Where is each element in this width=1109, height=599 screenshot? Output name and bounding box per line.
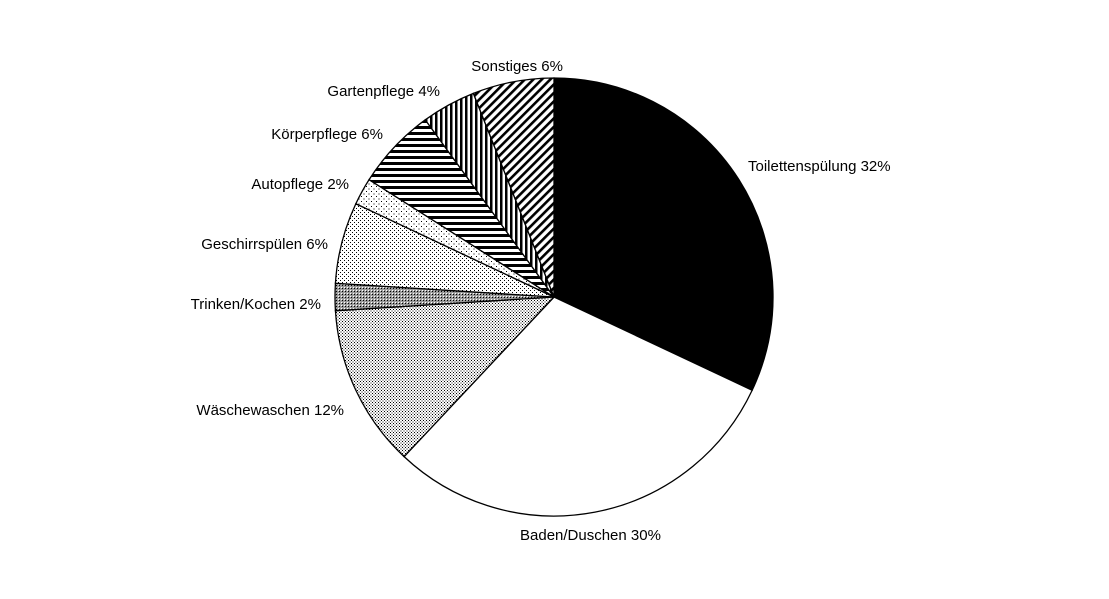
pie-slices	[334, 77, 774, 517]
pie-slice-label-8: Gartenpflege 4%	[327, 83, 440, 100]
pie-slice-label-5: Geschirrspülen 6%	[201, 236, 328, 253]
pie-slice-label-2: Baden/Duschen 30%	[520, 527, 661, 544]
pie-slice-label-3: Wäschewaschen 12%	[196, 402, 344, 419]
pie-slice-2	[403, 296, 754, 517]
pie-labels: Toilettenspülung 32% Baden/Duschen 30% Wäs…	[191, 58, 891, 544]
pie-slice-label-9: Sonstiges 6%	[471, 58, 563, 75]
pie-slice-3	[334, 296, 556, 458]
pie-slice-label-4: Trinken/Kochen 2%	[191, 296, 321, 313]
pie-slice-label-7: Körperpflege 6%	[271, 126, 383, 143]
pie-slice-label-6: Autopflege 2%	[251, 176, 349, 193]
pie-slice-1	[553, 77, 774, 392]
pie-slice-label-1: Toilettenspülung 32%	[748, 158, 891, 175]
pie-slice-9	[472, 77, 555, 298]
